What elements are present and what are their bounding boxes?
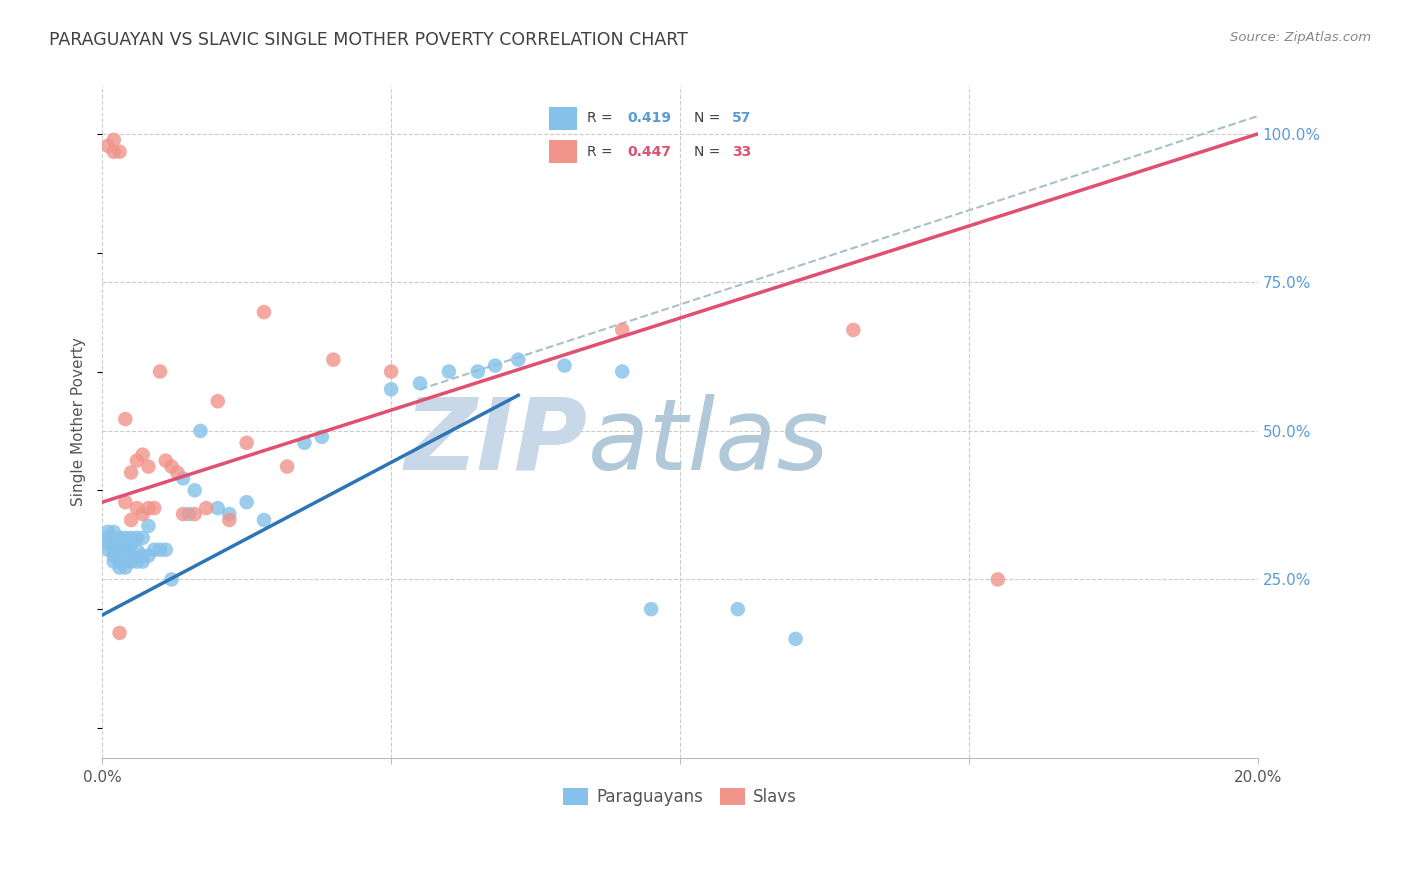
Point — [97, 138, 120, 153]
Point — [409, 376, 432, 391]
Text: ZIP: ZIP — [405, 393, 588, 491]
Point — [437, 364, 460, 378]
Point — [149, 542, 172, 557]
Point — [125, 555, 148, 569]
Point — [138, 519, 160, 533]
Point — [108, 549, 131, 563]
Text: PARAGUAYAN VS SLAVIC SINGLE MOTHER POVERTY CORRELATION CHART: PARAGUAYAN VS SLAVIC SINGLE MOTHER POVER… — [49, 31, 688, 49]
Point — [166, 466, 188, 480]
Point — [120, 537, 142, 551]
Point — [97, 542, 120, 557]
Point — [114, 560, 136, 574]
Legend: Paraguayans, Slavs: Paraguayans, Slavs — [557, 781, 804, 814]
Point — [120, 555, 142, 569]
Point — [842, 323, 865, 337]
Point — [131, 555, 153, 569]
Point — [138, 501, 160, 516]
Point — [131, 448, 153, 462]
Point — [103, 133, 125, 147]
Point — [183, 483, 205, 498]
Point — [484, 359, 506, 373]
Point — [172, 507, 194, 521]
Point — [103, 542, 125, 557]
Point — [380, 364, 402, 378]
Point — [195, 501, 218, 516]
Point — [125, 501, 148, 516]
Point — [108, 560, 131, 574]
Point — [97, 537, 120, 551]
Point — [155, 453, 177, 467]
Point — [207, 501, 229, 516]
Point — [727, 602, 749, 616]
Point — [131, 507, 153, 521]
Point — [235, 435, 257, 450]
Text: atlas: atlas — [588, 393, 830, 491]
Point — [108, 531, 131, 545]
Text: Source: ZipAtlas.com: Source: ZipAtlas.com — [1230, 31, 1371, 45]
Point — [640, 602, 662, 616]
Point — [125, 453, 148, 467]
Point — [114, 555, 136, 569]
Point — [97, 524, 120, 539]
Point — [276, 459, 298, 474]
Point — [108, 145, 131, 159]
Point — [172, 471, 194, 485]
Point — [190, 424, 212, 438]
Point — [108, 555, 131, 569]
Point — [103, 555, 125, 569]
Point — [143, 542, 166, 557]
Point — [138, 549, 160, 563]
Point — [785, 632, 807, 646]
Point — [987, 573, 1010, 587]
Point — [108, 626, 131, 640]
Point — [612, 323, 634, 337]
Point — [294, 435, 316, 450]
Point — [108, 542, 131, 557]
Point — [103, 537, 125, 551]
Point — [120, 466, 142, 480]
Point — [103, 524, 125, 539]
Point — [235, 495, 257, 509]
Point — [114, 542, 136, 557]
Point — [120, 513, 142, 527]
Point — [97, 531, 120, 545]
Point — [114, 495, 136, 509]
Point — [103, 549, 125, 563]
Point — [114, 537, 136, 551]
Point — [143, 501, 166, 516]
Point — [253, 305, 276, 319]
Point — [155, 542, 177, 557]
Point — [114, 531, 136, 545]
Point — [218, 513, 240, 527]
Y-axis label: Single Mother Poverty: Single Mother Poverty — [72, 337, 86, 507]
Point — [149, 364, 172, 378]
Point — [177, 507, 200, 521]
Point — [138, 459, 160, 474]
Point — [125, 531, 148, 545]
Point — [612, 364, 634, 378]
Point — [380, 382, 402, 396]
Point — [131, 549, 153, 563]
Point — [508, 352, 530, 367]
Point — [207, 394, 229, 409]
Point — [103, 145, 125, 159]
Point — [553, 359, 575, 373]
Point — [253, 513, 276, 527]
Point — [125, 542, 148, 557]
Point — [131, 531, 153, 545]
Point — [120, 531, 142, 545]
Point — [114, 412, 136, 426]
Point — [120, 549, 142, 563]
Point — [183, 507, 205, 521]
Point — [108, 537, 131, 551]
Point — [160, 459, 183, 474]
Point — [160, 573, 183, 587]
Point — [218, 507, 240, 521]
Point — [322, 352, 344, 367]
Point — [467, 364, 489, 378]
Point — [311, 430, 333, 444]
